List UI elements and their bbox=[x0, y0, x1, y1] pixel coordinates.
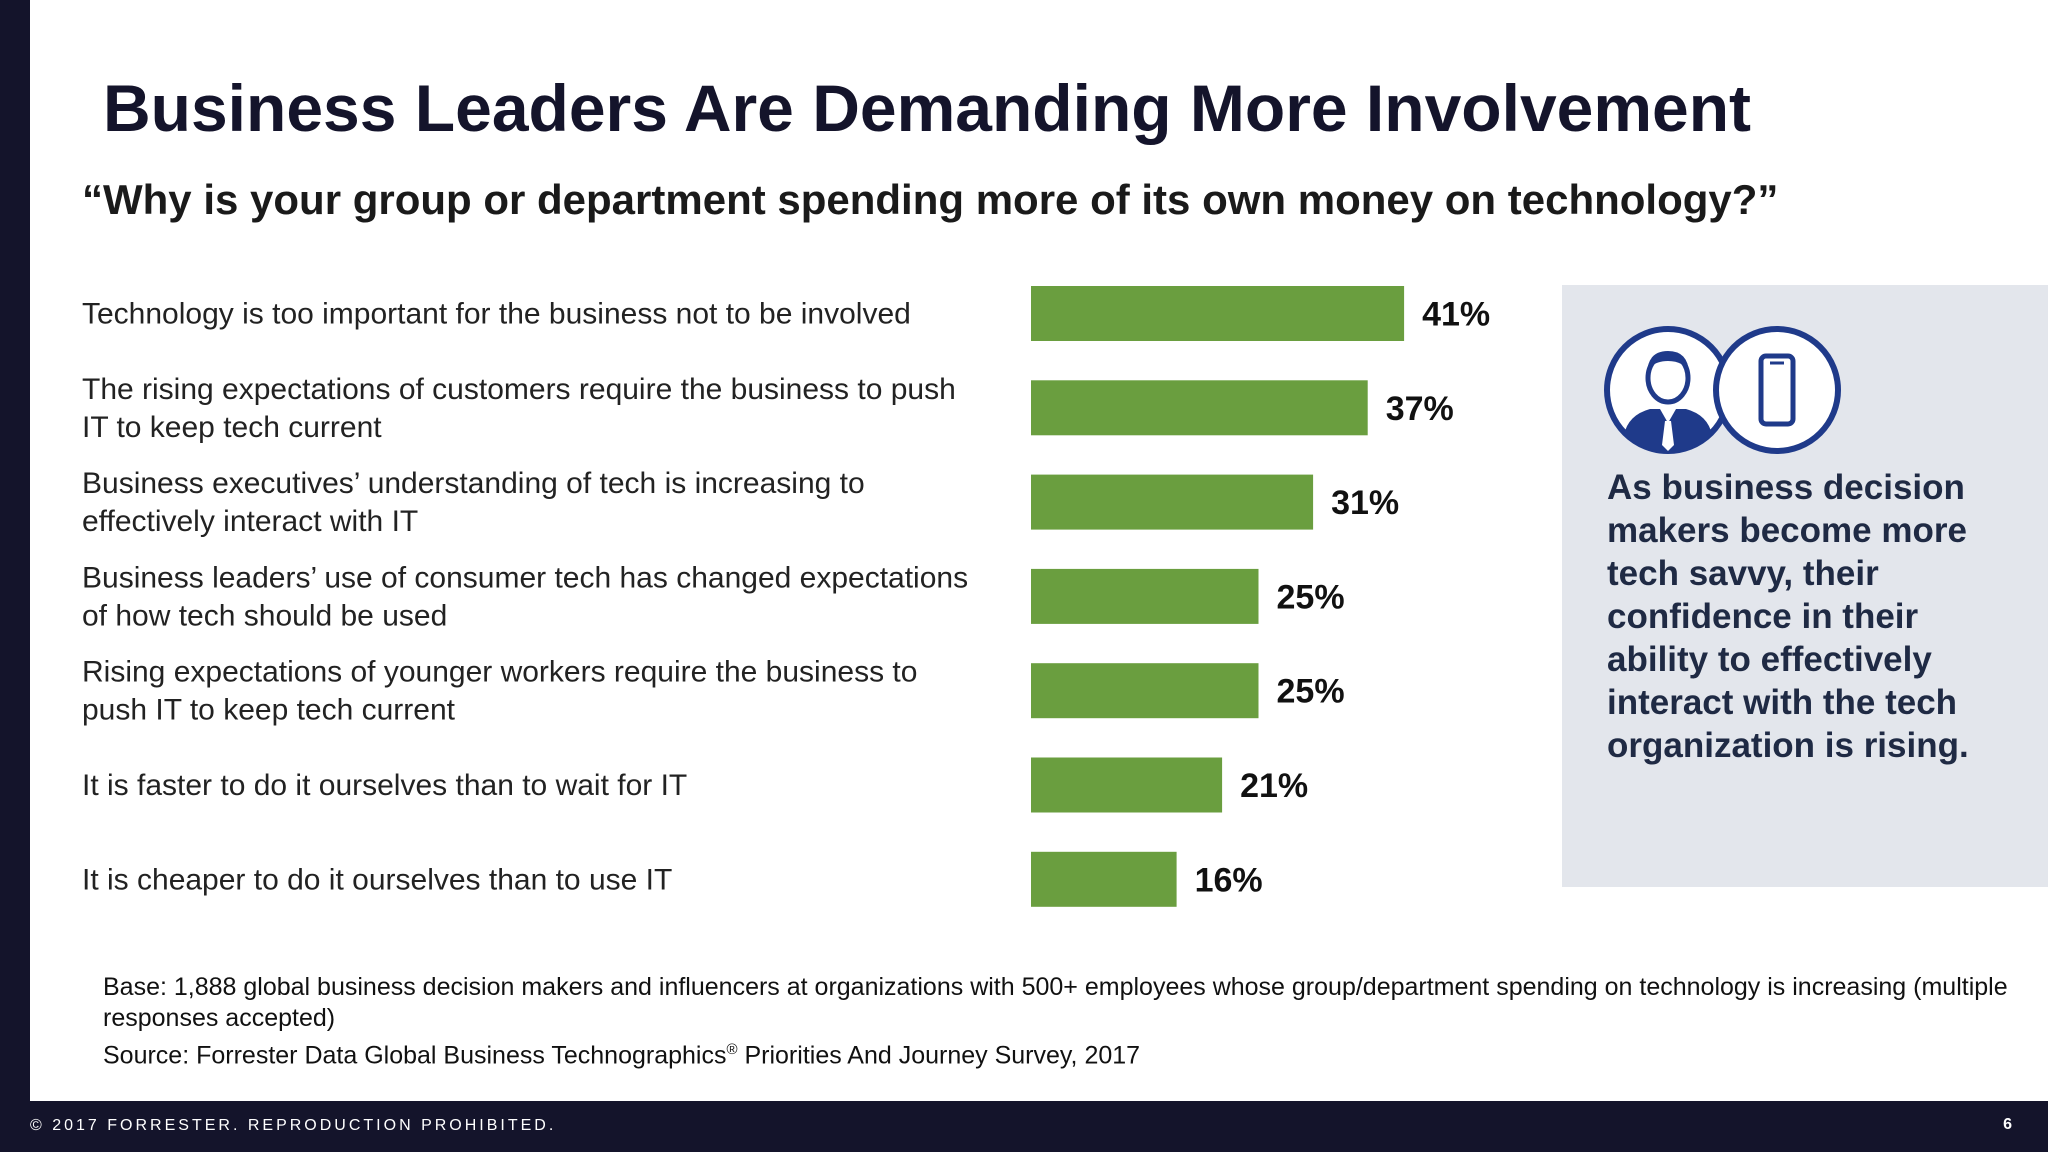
page-title: Business Leaders Are Demanding More Invo… bbox=[103, 71, 1752, 145]
category-label: push IT to keep tech current bbox=[82, 694, 456, 727]
source-line: Source: Forrester Data Global Business T… bbox=[103, 1034, 2023, 1071]
bar bbox=[1031, 380, 1368, 436]
category-label: Business leaders’ use of consumer tech h… bbox=[82, 561, 968, 594]
left-accent-bar bbox=[0, 0, 30, 1152]
business-person-icon bbox=[1604, 326, 1732, 454]
category-label: IT to keep tech current bbox=[82, 411, 382, 444]
data-label: 37% bbox=[1386, 390, 1454, 428]
source-prefix: Source: Forrester Data Global Business T… bbox=[103, 1041, 727, 1070]
callout-icons bbox=[1604, 326, 1841, 454]
page-number: 6 bbox=[2003, 1116, 2012, 1133]
bar bbox=[1031, 757, 1223, 813]
category-label: of how tech should be used bbox=[82, 599, 447, 632]
base-note-line: Base: 1,888 global business decision mak… bbox=[103, 973, 2008, 1032]
category-label: Technology is too important for the busi… bbox=[82, 298, 911, 331]
category-label: Business executives’ understanding of te… bbox=[82, 467, 865, 500]
base-note: Base: 1,888 global business decision mak… bbox=[103, 972, 2023, 1071]
source-suffix: Priorities And Journey Survey, 2017 bbox=[737, 1041, 1141, 1070]
bar bbox=[1031, 474, 1314, 530]
footer-bar bbox=[0, 1101, 2048, 1152]
bar bbox=[1031, 568, 1259, 624]
data-label: 31% bbox=[1331, 484, 1399, 522]
callout-text: As business decision makers become more … bbox=[1607, 468, 1969, 765]
data-label: 21% bbox=[1240, 767, 1308, 805]
bar bbox=[1031, 286, 1405, 341]
registered-mark: ® bbox=[726, 1041, 738, 1058]
data-label: 25% bbox=[1277, 578, 1345, 616]
category-label: It is faster to do it ourselves than to … bbox=[82, 769, 687, 802]
category-label: Rising expectations of younger workers r… bbox=[82, 656, 917, 689]
footer-copyright: © 2017 FORRESTER. REPRODUCTION PROHIBITE… bbox=[30, 1117, 557, 1134]
category-label: The rising expectations of customers req… bbox=[82, 373, 956, 406]
bar bbox=[1031, 663, 1259, 719]
category-label: It is cheaper to do it ourselves than to… bbox=[82, 863, 672, 896]
smartphone-icon bbox=[1713, 326, 1841, 454]
data-label: 16% bbox=[1195, 861, 1263, 899]
bar bbox=[1031, 851, 1177, 907]
survey-question: “Why is your group or department spendin… bbox=[82, 176, 1779, 223]
bar-chart: 41% Technology is too important for the b… bbox=[82, 286, 1490, 907]
data-label: 41% bbox=[1422, 296, 1490, 334]
category-label: effectively interact with IT bbox=[82, 505, 418, 538]
data-label: 25% bbox=[1277, 673, 1345, 711]
